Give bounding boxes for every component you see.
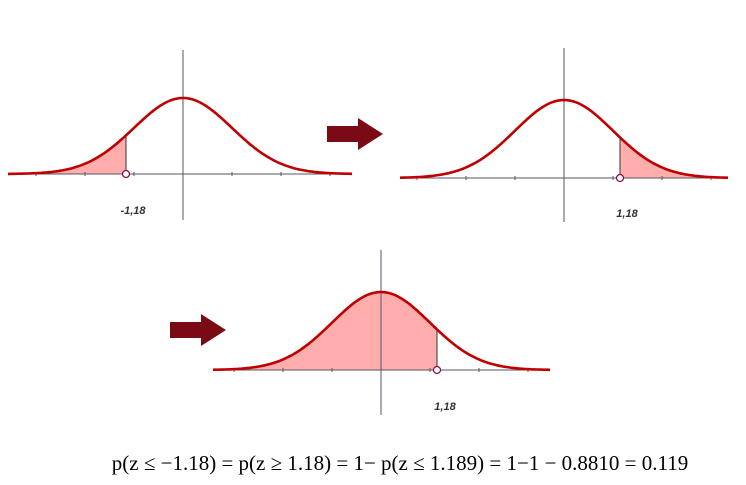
z-label: 1,18 [434,401,456,413]
point-marker [121,169,131,179]
shaded-area [620,137,728,178]
curve [8,96,352,176]
curve [212,290,550,372]
z-label: -1,18 [120,205,146,217]
arrow [327,118,383,150]
formula: p(z ≤ −1.18) = p(z ≥ 1.18) = 1− p(z ≤ 1.… [112,451,688,475]
point-marker [615,173,625,183]
shaded-area [8,135,126,174]
curve [400,98,728,179]
point-marker [432,365,442,375]
z-label: 1,18 [616,208,638,220]
arrow [170,314,226,346]
